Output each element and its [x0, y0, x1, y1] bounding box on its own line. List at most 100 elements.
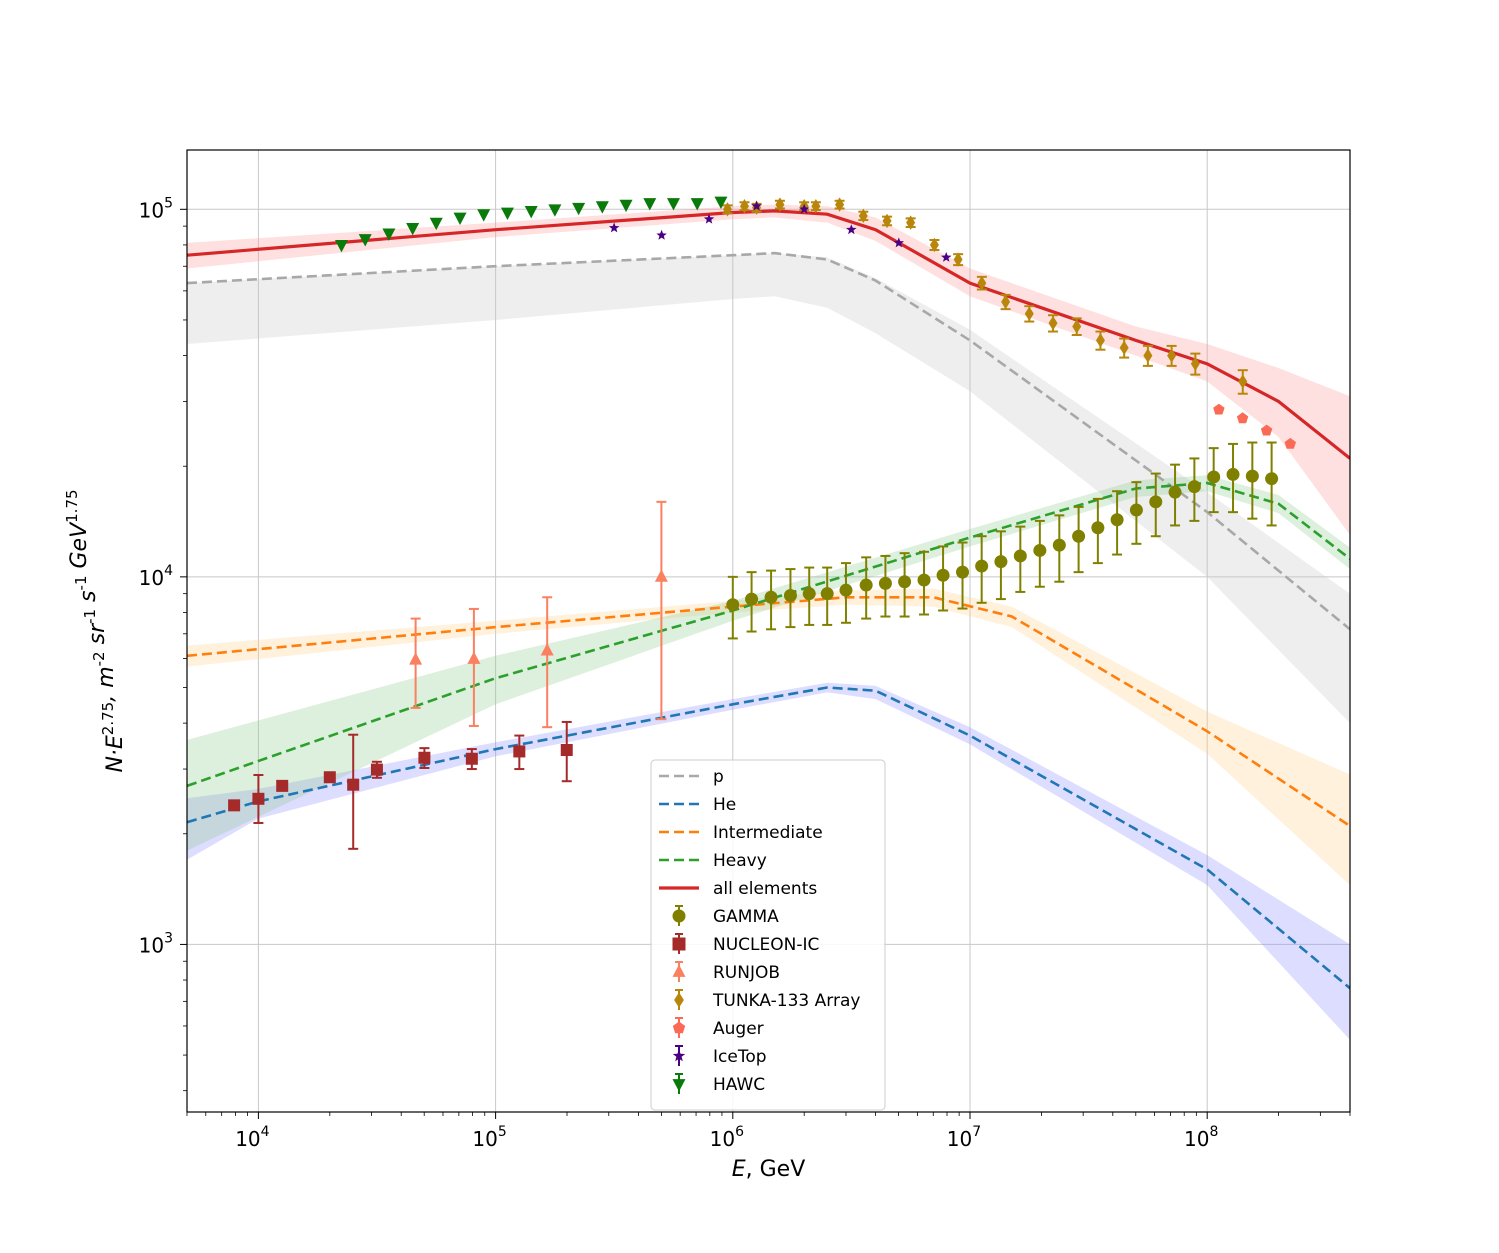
- legend-label-hawc: HAWC: [713, 1075, 765, 1095]
- point-tunka-133-array: [811, 198, 821, 214]
- line-all-elements: [187, 209, 1350, 460]
- legend-marker-gamma: [672, 909, 686, 923]
- point-hawc: [666, 198, 680, 211]
- point-tunka-133-array: [1143, 348, 1153, 363]
- legend-marker-hawc: [672, 1079, 686, 1092]
- point-hawc: [572, 202, 586, 216]
- point-runjob: [654, 569, 668, 582]
- point-hawc: [714, 196, 728, 209]
- point-runjob: [467, 651, 481, 664]
- point-hawc: [382, 228, 396, 241]
- point-gamma: [956, 565, 970, 579]
- legend-label-p: p: [713, 767, 724, 787]
- legend-label-all-elements: all elements: [713, 879, 817, 899]
- point-hawc: [500, 207, 514, 221]
- point-hawc: [548, 204, 562, 217]
- point-gamma: [898, 575, 912, 589]
- point-gamma: [745, 592, 759, 606]
- line-intermediate: [187, 596, 1350, 828]
- point-gamma: [936, 568, 950, 582]
- point-gamma: [1091, 521, 1105, 535]
- point-icetop: [799, 203, 810, 214]
- legend-label-tunka-133-array: TUNKA-133 Array: [712, 991, 860, 1011]
- legend-label-icetop: IceTop: [713, 1047, 767, 1067]
- point-icetop: [608, 222, 620, 233]
- legend-marker-nucleon-ic: [672, 937, 686, 951]
- x-tick-label: 105: [472, 1124, 506, 1151]
- line-he: [187, 686, 1350, 990]
- legend-marker-auger: [672, 1021, 686, 1034]
- point-tunka-133-array: [1024, 306, 1034, 321]
- legend-label-gamma: GAMMA: [713, 907, 779, 927]
- legend-label-auger: Auger: [713, 1019, 764, 1039]
- point-hawc: [643, 198, 657, 211]
- point-icetop: [703, 213, 715, 224]
- point-tunka-133-array: [1072, 319, 1082, 334]
- point-tunka-133-array: [739, 198, 749, 214]
- legend-label-heavy: Heavy: [713, 851, 767, 871]
- experiment-points: [228, 196, 1296, 850]
- point-auger: [1236, 412, 1249, 424]
- point-icetop: [656, 229, 667, 240]
- point-tunka-133-array: [929, 237, 939, 253]
- point-hawc: [477, 209, 491, 222]
- point-nucleon-ic: [513, 745, 526, 758]
- point-nucleon-ic: [347, 778, 360, 791]
- point-tunka-133-array: [1001, 294, 1011, 310]
- point-hawc: [453, 212, 467, 225]
- point-gamma: [1265, 472, 1279, 486]
- point-gamma: [1187, 480, 1201, 494]
- x-tick-label: 107: [947, 1124, 981, 1151]
- model-lines: [187, 209, 1350, 990]
- legend-box: [650, 759, 886, 1111]
- point-icetop: [846, 224, 857, 235]
- point-gamma: [975, 559, 989, 573]
- y-tick-label: 104: [139, 563, 173, 590]
- point-tunka-133-array: [953, 252, 963, 267]
- point-gamma: [1110, 513, 1124, 527]
- point-gamma: [764, 590, 778, 604]
- point-tunka-133-array: [1190, 356, 1200, 371]
- point-runjob: [409, 652, 423, 665]
- point-nucleon-ic: [465, 752, 478, 765]
- point-nucleon-ic: [252, 792, 265, 805]
- point-auger: [1213, 403, 1225, 415]
- point-tunka-133-array: [1048, 315, 1058, 331]
- point-runjob: [540, 643, 554, 656]
- legend-label-nucleon-ic: NUCLEON-IC: [713, 935, 819, 955]
- uncertainty-bands: [187, 204, 1350, 1040]
- point-gamma: [1129, 503, 1143, 517]
- y-tick-label: 103: [139, 930, 173, 957]
- point-gamma: [859, 578, 873, 592]
- point-gamma: [1072, 529, 1086, 543]
- legend-label-intermediate: Intermediate: [713, 823, 823, 843]
- point-gamma: [994, 555, 1008, 569]
- point-tunka-133-array: [1238, 374, 1248, 389]
- x-axis-title: E, GeV: [732, 1157, 806, 1182]
- point-tunka-133-array: [1167, 348, 1177, 363]
- point-hawc: [334, 240, 348, 253]
- band-p: [187, 253, 1350, 724]
- point-tunka-133-array: [882, 213, 892, 229]
- point-hawc: [690, 198, 704, 211]
- point-gamma: [802, 587, 816, 601]
- legend-marker-tunka-133-array: [674, 992, 684, 1008]
- point-hawc: [429, 217, 443, 231]
- point-nucleon-ic: [418, 751, 431, 764]
- point-nucleon-ic: [370, 763, 383, 776]
- plot-frame: [186, 149, 1351, 1113]
- point-auger: [1260, 424, 1273, 436]
- legend: p He Intermediate Heavy all elements GAMMA NUC…: [650, 759, 886, 1111]
- point-tunka-133-array: [1095, 333, 1105, 348]
- point-gamma: [917, 573, 931, 587]
- point-gamma: [839, 583, 853, 597]
- point-hawc: [358, 234, 372, 247]
- point-gamma: [820, 587, 834, 601]
- x-tick-label: 106: [710, 1124, 744, 1151]
- point-tunka-133-array: [906, 215, 916, 230]
- point-tunka-133-array: [858, 208, 868, 224]
- legend-marker-runjob: [672, 964, 686, 977]
- point-hawc: [524, 206, 538, 219]
- point-gamma: [1013, 549, 1027, 563]
